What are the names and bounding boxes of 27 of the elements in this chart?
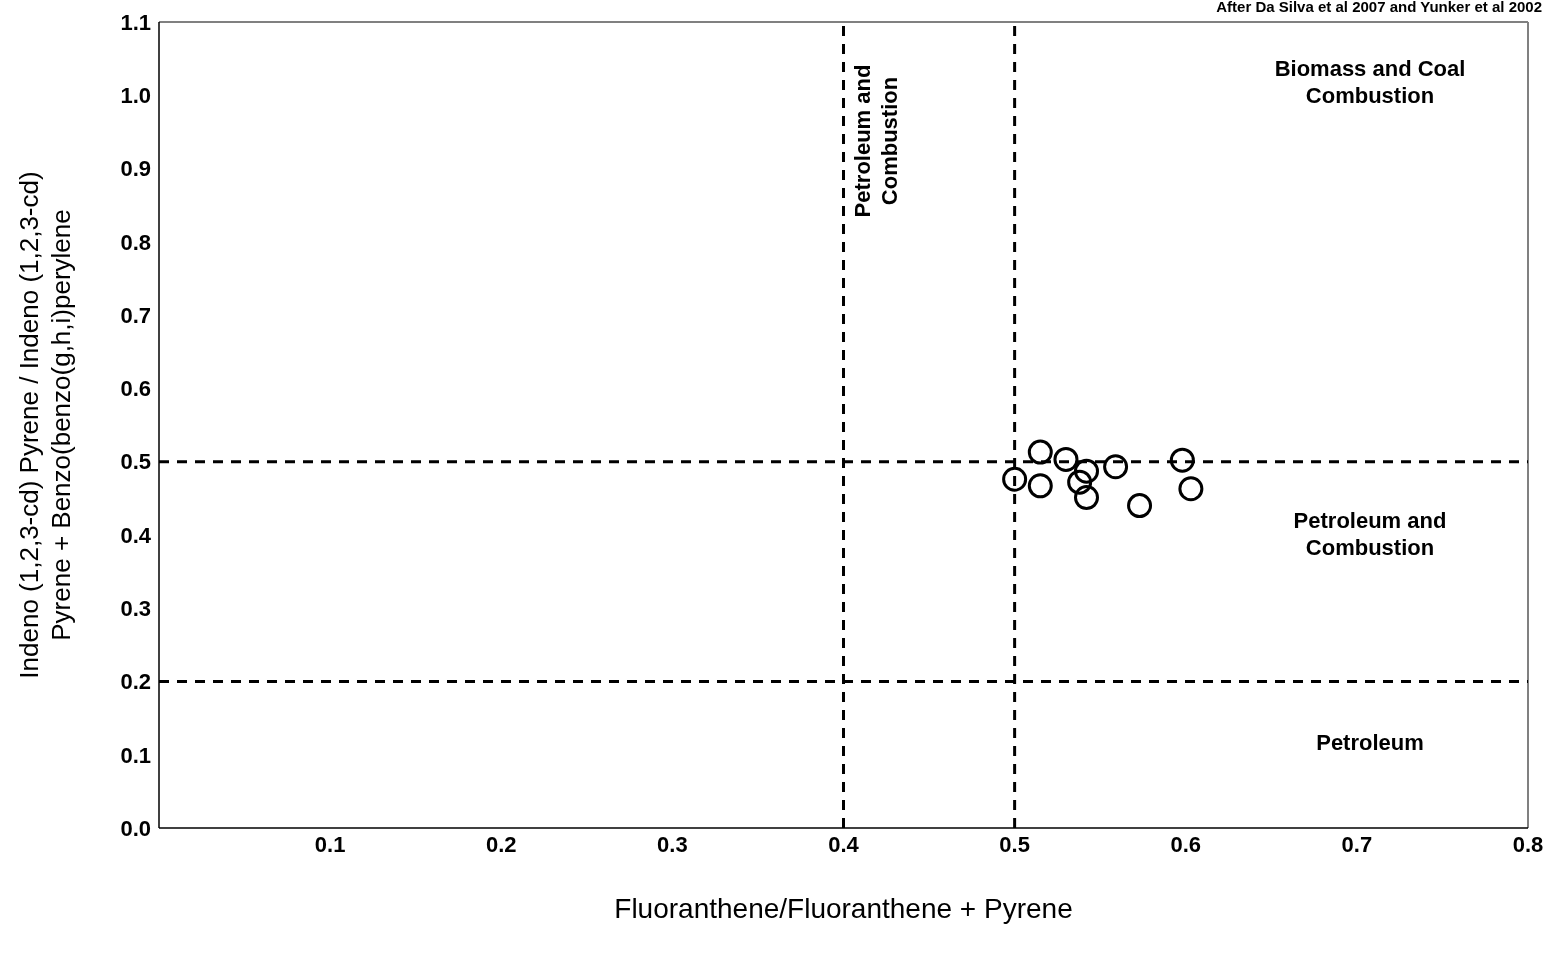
annotation: Petroleum [1316,729,1424,755]
x-tick-label: 0.6 [1170,831,1202,857]
y-tick-label: 0.5 [120,449,151,475]
y-tick-label: 0.8 [120,229,151,255]
y-tick-label: 1.1 [120,9,151,35]
annotation: Biomass and Coal Combustion [1274,55,1466,107]
y-tick-label: 0.7 [120,302,151,328]
y-tick-label: 0.6 [120,376,151,402]
y-tick-label: 1.0 [120,83,151,109]
x-tick-label: 0.1 [314,831,346,857]
x-axis-title: Fluoranthene/Fluoranthene + Pyrene [614,893,1073,924]
x-tick-label: 0.2 [485,831,517,857]
y-tick-label: 0.0 [120,815,151,841]
y-tick-label: 0.2 [120,669,151,695]
y-axis-title: Indeno (1,2,3-cd) Pyrene / Indeno (1,2,3-cd) Pyrene + Benzo(benzo(g,h,i)perylene [14,171,76,679]
y-tick-label: 0.1 [120,742,151,768]
y-tick-label: 0.9 [120,156,151,182]
x-tick-label: 0.4 [828,831,860,857]
x-tick-label: 0.3 [657,831,688,857]
x-tick-label: 0.5 [999,831,1030,857]
y-tick-label: 0.3 [120,595,151,621]
x-tick-label: 0.8 [1512,831,1544,857]
x-tick-label: 0.7 [1341,831,1373,857]
text: After Da Silva et al 2007 and Yunker et al 2002 [1216,0,1542,15]
annotation: Petroleum and Combustion [1293,507,1447,559]
annotation: Petroleum and Combustion [849,64,901,218]
y-tick-label: 0.4 [120,522,152,548]
